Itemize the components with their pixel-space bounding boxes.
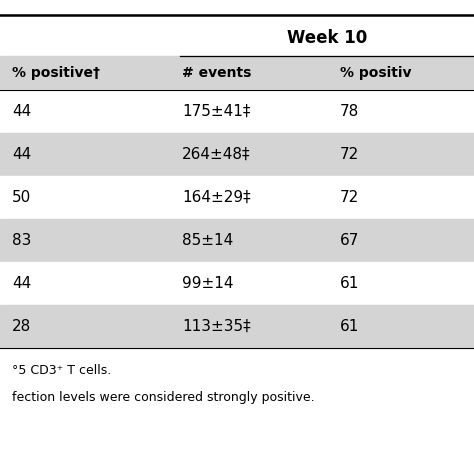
Text: 44: 44 <box>12 104 31 119</box>
Text: 44: 44 <box>12 276 31 291</box>
Bar <box>0 56 474 90</box>
Text: Week 10: Week 10 <box>287 29 367 47</box>
Text: 83: 83 <box>12 233 31 248</box>
Text: # events: # events <box>182 66 251 80</box>
Text: 44: 44 <box>12 147 31 162</box>
Text: % positive†: % positive† <box>12 66 100 80</box>
Text: 78: 78 <box>340 104 359 119</box>
Text: °5 CD3⁺ T cells.: °5 CD3⁺ T cells. <box>12 364 111 376</box>
Text: 50: 50 <box>12 190 31 205</box>
Text: fection levels were considered strongly positive.: fection levels were considered strongly … <box>12 392 315 404</box>
Text: 264±48‡: 264±48‡ <box>182 147 250 162</box>
Text: 72: 72 <box>340 147 359 162</box>
Bar <box>0 90 474 133</box>
Text: % positiv: % positiv <box>340 66 411 80</box>
Text: 72: 72 <box>340 190 359 205</box>
Text: 164±29‡: 164±29‡ <box>182 190 251 205</box>
Text: 61: 61 <box>340 319 359 334</box>
Text: 67: 67 <box>340 233 359 248</box>
Text: 61: 61 <box>340 276 359 291</box>
Text: 99±14: 99±14 <box>182 276 234 291</box>
Bar <box>0 305 474 348</box>
Text: 175±41‡: 175±41‡ <box>182 104 250 119</box>
Bar <box>0 176 474 219</box>
Text: 28: 28 <box>12 319 31 334</box>
Text: 113±35‡: 113±35‡ <box>182 319 251 334</box>
Bar <box>0 262 474 305</box>
Text: 85±14: 85±14 <box>182 233 233 248</box>
Bar <box>0 133 474 176</box>
Bar <box>0 219 474 262</box>
